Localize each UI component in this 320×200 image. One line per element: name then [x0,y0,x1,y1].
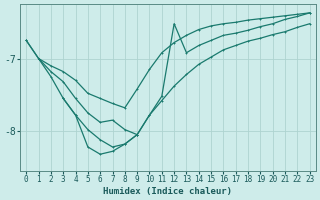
X-axis label: Humidex (Indice chaleur): Humidex (Indice chaleur) [103,187,232,196]
